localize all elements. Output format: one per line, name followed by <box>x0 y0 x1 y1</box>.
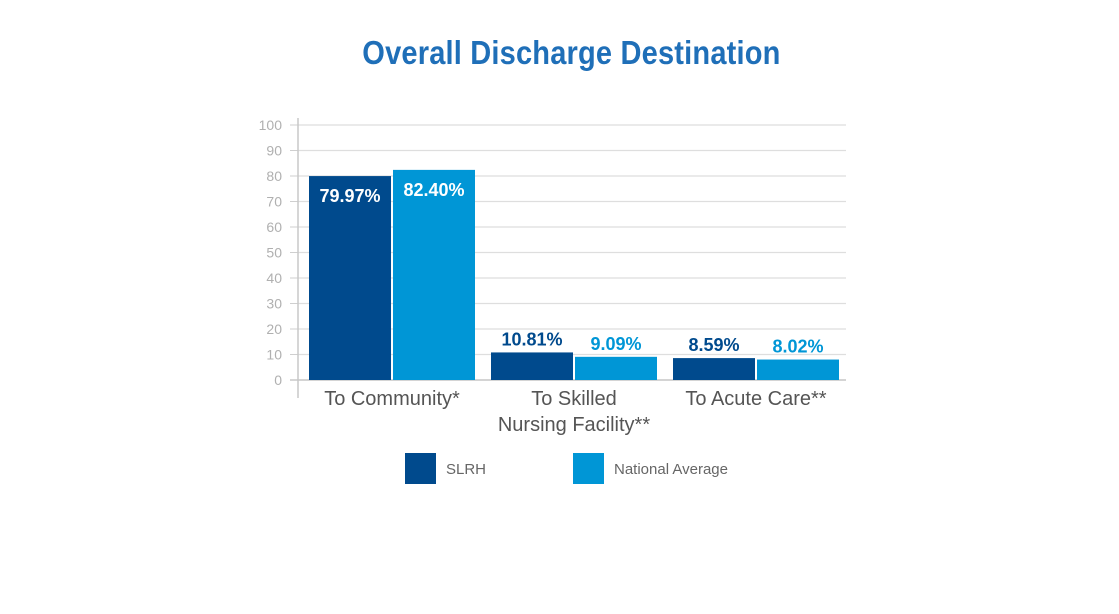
data-label: 8.02% <box>772 337 823 357</box>
data-label: 79.97% <box>319 186 380 206</box>
legend-swatch <box>405 453 436 484</box>
bar-national-average-0 <box>393 169 475 380</box>
x-axis-categories: To Community* To Skilled Nursing Facility*… <box>324 388 827 436</box>
category-label: To Acute Care** <box>685 388 826 410</box>
bar-national-average-2 <box>757 359 839 380</box>
category-label-line: To Skilled <box>531 388 617 410</box>
category-label-line: To Community* <box>324 388 460 410</box>
bar-slrh-1 <box>491 352 573 380</box>
legend: SLRH National Average <box>405 453 728 484</box>
category-label-line: Nursing Facility** <box>498 414 650 436</box>
legend-swatch <box>573 453 604 484</box>
y-tick-label: 40 <box>266 270 282 286</box>
y-tick-label: 100 <box>259 117 283 133</box>
y-tick-label: 80 <box>266 168 282 184</box>
y-tick-label: 0 <box>274 372 282 388</box>
bar-slrh-0 <box>309 176 391 380</box>
category-label: To Community* <box>324 388 460 410</box>
legend-label: National Average <box>614 461 728 478</box>
y-tick-label: 60 <box>266 219 282 235</box>
chart-title: Overall Discharge Destination <box>362 34 781 71</box>
data-label: 10.81% <box>501 329 562 349</box>
bars <box>309 169 839 380</box>
bar-labels: 79.97% 10.81% 8.59% 82.40% 9.09% 8.02% <box>319 180 823 357</box>
y-tick-label: 90 <box>266 143 282 159</box>
y-tick-label: 20 <box>266 321 282 337</box>
bar-national-average-1 <box>575 356 657 380</box>
category-label-line: To Acute Care** <box>685 388 826 410</box>
data-label: 8.59% <box>688 335 739 355</box>
y-axis-ticks: 0 10 20 30 40 50 60 70 80 90 100 <box>259 117 283 388</box>
bar-slrh-2 <box>673 358 755 380</box>
y-tick-label: 50 <box>266 245 282 261</box>
data-label: 82.40% <box>403 180 464 200</box>
legend-label: SLRH <box>446 461 486 478</box>
data-label: 9.09% <box>590 334 641 354</box>
y-tick-label: 10 <box>266 347 282 363</box>
category-label: To Skilled Nursing Facility** <box>498 388 650 436</box>
y-tick-label: 30 <box>266 296 282 312</box>
y-tick-label: 70 <box>266 194 282 210</box>
